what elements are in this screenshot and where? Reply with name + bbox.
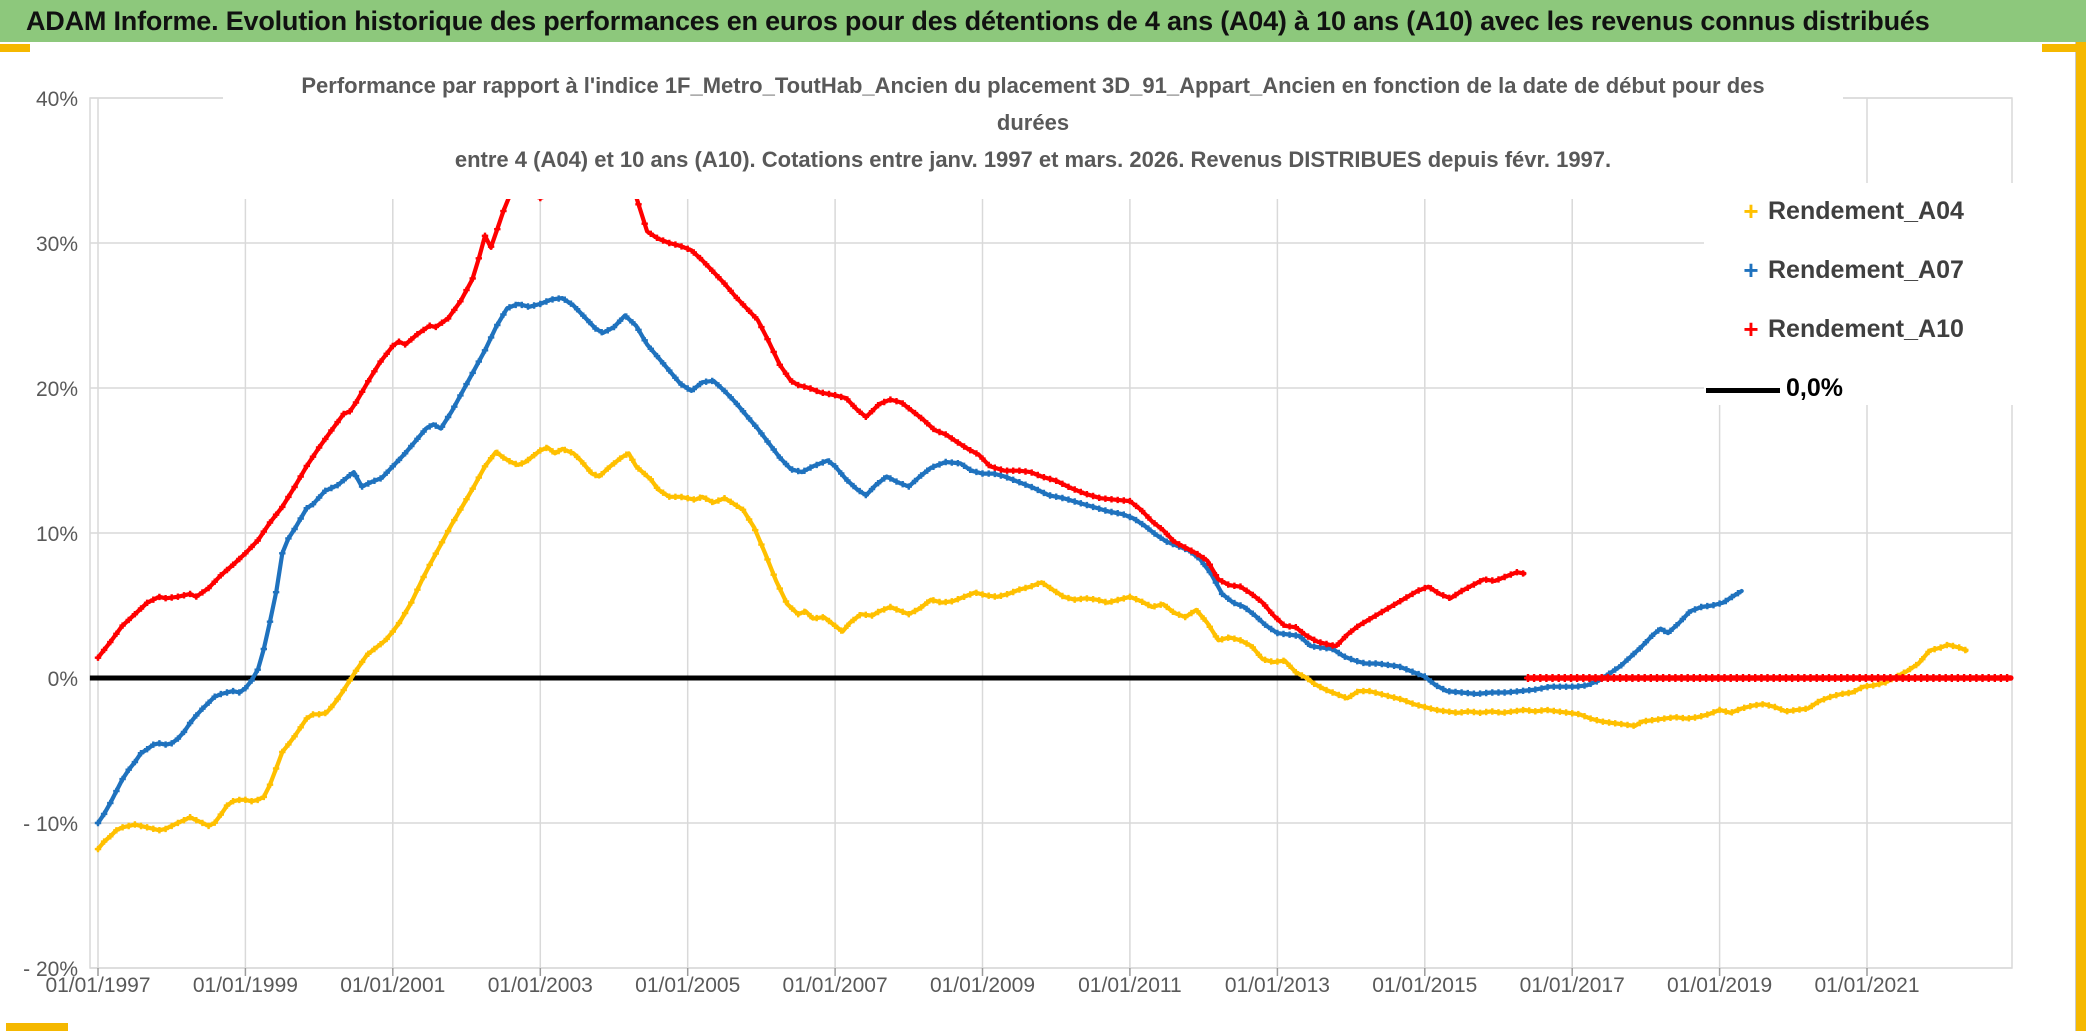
x-axis-label: 01/01/2015: [1372, 974, 1477, 997]
gold-accent-bottom-left: [6, 1023, 68, 1031]
x-axis-label: 01/01/2021: [1814, 974, 1919, 997]
x-axis-label: 01/01/2019: [1667, 974, 1772, 997]
series-3-markers: [1524, 674, 2012, 682]
legend-background: [1704, 183, 2076, 405]
y-axis-label: 30%: [36, 233, 78, 256]
gold-accent-top-left: [0, 44, 30, 52]
x-axis-label: 01/01/2005: [635, 974, 740, 997]
y-axis-label: 40%: [36, 88, 78, 111]
y-axis-label: 10%: [36, 523, 78, 546]
y-axis-label: 20%: [36, 378, 78, 401]
header-title: ADAM Informe. Evolution historique des p…: [26, 5, 1930, 36]
x-axis-label: 01/01/1997: [45, 974, 150, 997]
series-0-markers: [94, 444, 1969, 853]
chart-title-line2: durées: [996, 110, 1070, 135]
series-1-markers: [94, 295, 1742, 827]
chart-title-line1: Performance par rapport à l'indice 1F_Me…: [301, 73, 1765, 98]
legend-label: Rendement_A07: [1768, 255, 1964, 284]
header-banner: ADAM Informe. Evolution historique des p…: [0, 0, 2086, 42]
series-0-line: [95, 445, 1969, 852]
plus-marker-icon: +: [1743, 255, 1759, 285]
gold-accent-right: [2076, 42, 2086, 1031]
y-axis-label: - 10%: [23, 813, 78, 836]
legend-item-rendement-a04[interactable]: + Rendement_A04: [1734, 196, 1964, 226]
series-2-markers: [94, 135, 1527, 661]
y-axis-label: 0%: [48, 668, 78, 691]
x-axis-label: 01/01/2009: [930, 974, 1035, 997]
legend-item-rendement-a10[interactable]: + Rendement_A10: [1734, 314, 1964, 344]
series-1-line: [95, 296, 1744, 826]
chart-title: Performance par rapport à l'indice 1F_Me…: [223, 62, 1843, 199]
x-axis-label: 01/01/2007: [783, 974, 888, 997]
x-axis-label: 01/01/2013: [1225, 974, 1330, 997]
plus-marker-icon: +: [1743, 314, 1759, 344]
x-axis-label: 01/01/2017: [1520, 974, 1625, 997]
gold-accent-top-right: [2042, 44, 2076, 52]
x-axis-label: 01/01/2011: [1078, 974, 1182, 997]
plus-marker-icon: +: [1743, 196, 1759, 226]
y-axis-label: - 20%: [23, 958, 78, 981]
legend-label: Rendement_A04: [1768, 196, 1964, 225]
legend-label: Rendement_A10: [1768, 314, 1964, 343]
zero-line-swatch: [1706, 388, 1780, 393]
legend-item-rendement-a07[interactable]: + Rendement_A07: [1734, 255, 1964, 285]
chart-title-line3: entre 4 (A04) et 10 ans (A10). Cotations…: [454, 147, 1612, 172]
x-axis-label: 01/01/1999: [193, 974, 298, 997]
series-2-line: [95, 136, 1527, 660]
slide-border: [2075, 42, 2076, 1031]
legend-item-zero[interactable]: 0,0%: [1786, 374, 1843, 402]
x-axis-label: 01/01/2001: [340, 974, 445, 997]
x-axis-label: 01/01/2003: [488, 974, 593, 997]
